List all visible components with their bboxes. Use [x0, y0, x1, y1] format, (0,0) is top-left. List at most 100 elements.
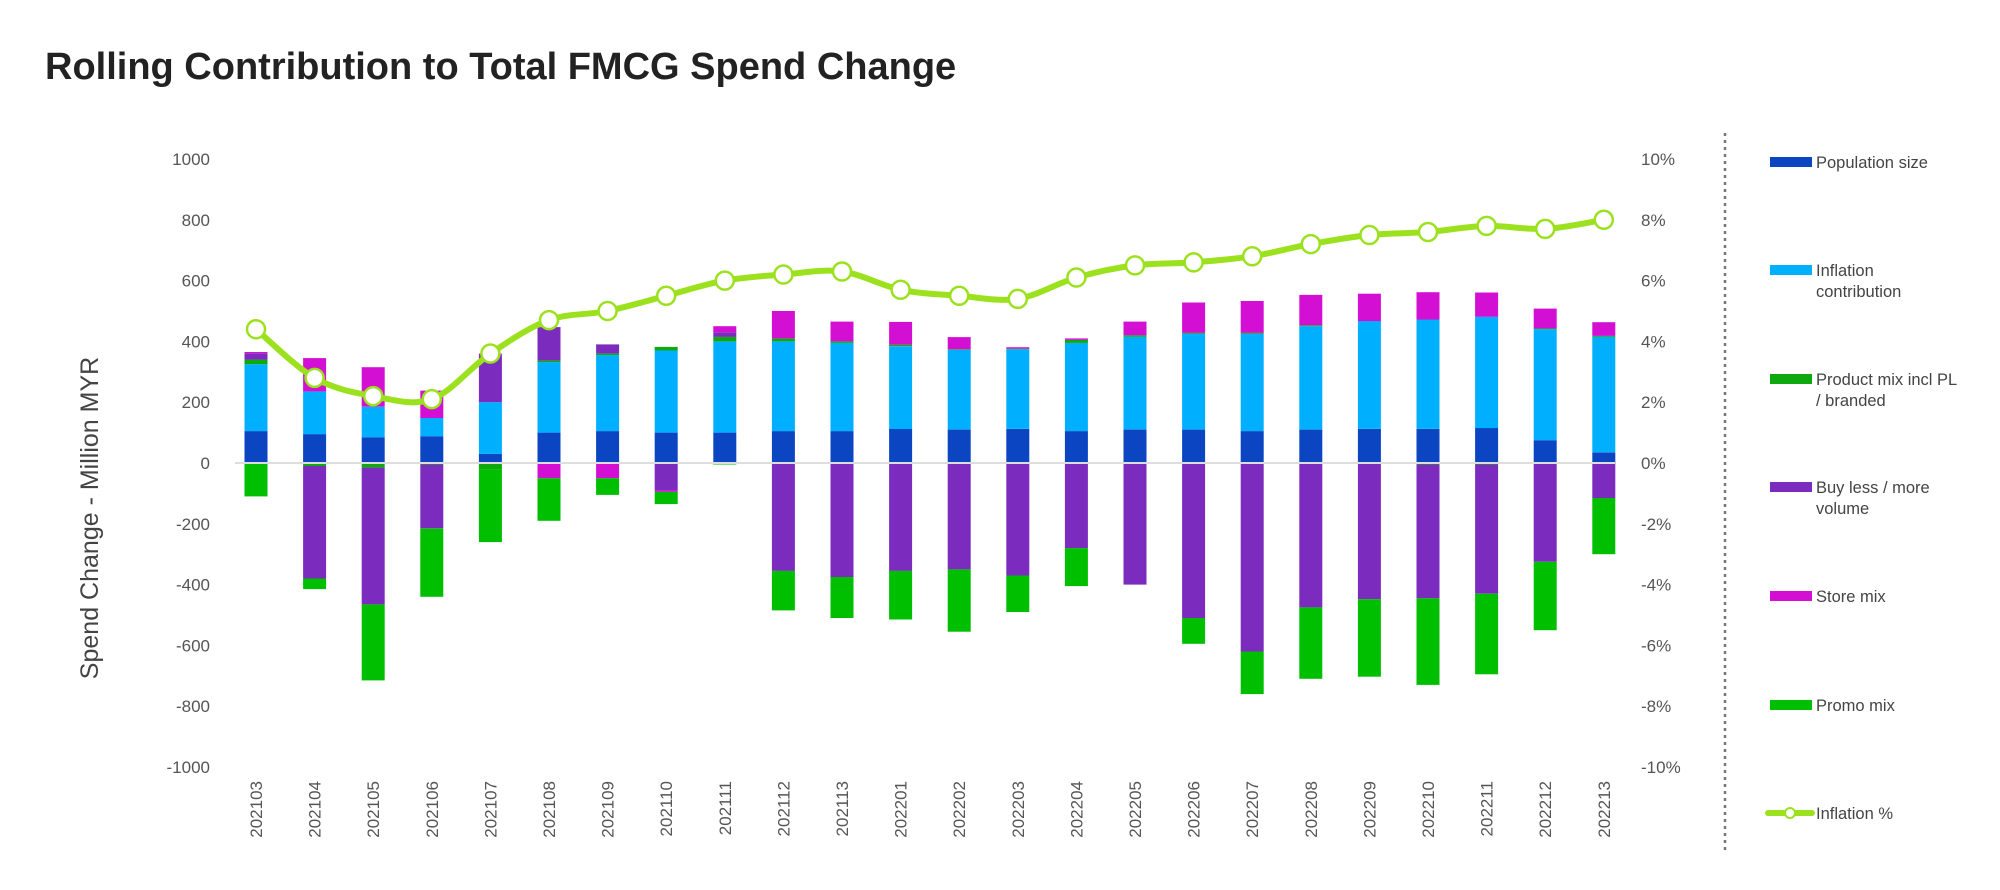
bar-store-mix-202109	[596, 463, 620, 479]
y-tick-label: -200	[176, 515, 210, 534]
bar-store-mix-202206	[1182, 302, 1206, 333]
bar-product-mix-incl-pl-branded-202109	[596, 353, 620, 356]
inflation-point-202113	[831, 261, 853, 282]
bar-buy-less-more-volume-202208	[1299, 463, 1323, 608]
bar-buy-less-more-volume-202104	[303, 466, 327, 579]
legend-swatch	[1770, 265, 1812, 275]
legend-label: Promo mix	[1816, 697, 1896, 715]
y-axis-label: Spend Change - Million MYR	[76, 357, 104, 679]
inflation-point-202104	[304, 367, 325, 389]
inflation-point-202210	[1417, 221, 1439, 243]
bar-population-size-202109	[596, 431, 620, 463]
legend-label: Store mix	[1816, 588, 1886, 606]
bar-promo-mix-202210	[1416, 598, 1440, 685]
bar-inflation-contribution-202103	[244, 364, 268, 432]
y2-tick-label: -4%	[1641, 576, 1671, 595]
bar-product-mix-incl-pl-branded-202103	[244, 359, 268, 365]
y2-tick-label: -6%	[1641, 636, 1671, 655]
bar-product-mix-incl-pl-branded-202208	[1299, 325, 1323, 327]
bar-population-size-202104	[303, 434, 327, 463]
y-tick-label: 200	[182, 393, 210, 412]
x-tick-label: 202111	[716, 781, 735, 835]
bar-population-size-202105	[361, 437, 385, 463]
legend-label: Product mix incl PL / branded	[1816, 371, 1957, 410]
bar-inflation-contribution-202108	[537, 362, 561, 433]
bar-buy-less-more-volume-202113	[830, 463, 854, 577]
bar-buy-less-more-volume-202107	[478, 355, 502, 403]
bar-buy-less-more-volume-202204	[1064, 463, 1088, 549]
bar-inflation-contribution-202207	[1240, 333, 1264, 432]
bar-buy-less-more-volume-202210	[1416, 464, 1440, 599]
x-tick-label: 202204	[1067, 781, 1086, 838]
bar-buy-less-more-volume-202103	[244, 353, 268, 360]
inflation-point-202209	[1359, 224, 1380, 246]
y-tick-label: -600	[176, 636, 210, 655]
inflation-point-202201	[890, 279, 911, 300]
bar-inflation-contribution-202202	[947, 349, 971, 430]
bar-population-size-202110	[654, 432, 678, 463]
bar-inflation-contribution-202104	[303, 391, 327, 435]
legend-swatch	[1770, 700, 1812, 710]
bar-product-mix-incl-pl-branded-202205	[1123, 335, 1147, 337]
inflation-point-202109	[597, 300, 618, 322]
bar-promo-mix-202203	[1006, 575, 1030, 612]
bar-product-mix-incl-pl-branded-202212	[1533, 328, 1557, 330]
inflation-point-202213	[1593, 209, 1615, 231]
bar-population-size-202210	[1416, 429, 1440, 463]
axis-ticks: 1000 800 600 400 200 0 -200 -400 -600 -800 -1000 10…	[167, 150, 1681, 838]
bar-inflation-contribution-202203	[1006, 349, 1030, 429]
x-tick-label: 202209	[1360, 781, 1379, 838]
bar-inflation-contribution-202208	[1299, 326, 1323, 430]
x-tick-label: 202201	[892, 781, 911, 838]
legend-swatch	[1770, 591, 1812, 601]
bar-product-mix-incl-pl-branded-202110	[654, 346, 678, 351]
bar-product-mix-incl-pl-branded-202111	[713, 336, 737, 342]
bar-inflation-contribution-202110	[654, 350, 678, 433]
bar-inflation-contribution-202105	[361, 406, 385, 438]
bar-buy-less-more-volume-202212	[1533, 463, 1557, 562]
y2-tick-label: 4%	[1641, 332, 1666, 351]
bar-buy-less-more-volume-202213	[1592, 463, 1616, 498]
bar-promo-mix-202212	[1533, 561, 1557, 631]
bar-promo-mix-202112	[771, 570, 795, 611]
x-tick-label: 202103	[247, 781, 266, 838]
bar-product-mix-incl-pl-branded-202105	[361, 463, 385, 468]
bar-population-size-202106	[420, 436, 444, 463]
bar-product-mix-incl-pl-branded-202202	[947, 349, 971, 350]
bar-store-mix-202209	[1357, 293, 1381, 322]
y-tick-label: -1000	[167, 758, 210, 777]
bar-product-mix-incl-pl-branded-202203	[1006, 348, 1030, 350]
bar-promo-mix-202213	[1592, 498, 1616, 555]
bar-population-size-202212	[1533, 440, 1557, 463]
bar-inflation-contribution-202106	[420, 418, 444, 437]
bar-promo-mix-202107	[478, 469, 502, 543]
bar-buy-less-more-volume-202201	[889, 463, 913, 571]
y-tick-label: -400	[176, 576, 210, 595]
bar-inflation-contribution-202112	[771, 341, 795, 432]
y2-tick-label: -8%	[1641, 697, 1671, 716]
x-tick-label: 202109	[599, 781, 618, 838]
x-tick-label: 202105	[364, 781, 383, 838]
bar-promo-mix-202207	[1240, 651, 1264, 695]
bar-promo-mix-202208	[1299, 607, 1323, 679]
bar-population-size-202202	[947, 429, 971, 463]
y2-tick-label: -2%	[1641, 515, 1671, 534]
inflation-point-202103	[245, 318, 267, 340]
bar-store-mix-202103	[244, 352, 268, 354]
x-tick-label: 202213	[1595, 781, 1614, 838]
inflation-point-202112	[773, 264, 794, 285]
bar-population-size-202103	[244, 431, 268, 463]
bar-promo-mix-202108	[537, 478, 561, 521]
bar-product-mix-incl-pl-branded-202207	[1240, 332, 1264, 334]
bar-population-size-202206	[1182, 429, 1206, 463]
legend-label: Buy less / more volume	[1816, 479, 1930, 518]
bar-product-mix-incl-pl-branded-202107	[478, 463, 502, 470]
x-tick-label: 202202	[950, 781, 969, 838]
bar-buy-less-more-volume-202206	[1182, 463, 1206, 618]
bar-store-mix-202207	[1240, 301, 1264, 333]
bar-population-size-202209	[1357, 429, 1381, 463]
bar-buy-less-more-volume-202211	[1475, 464, 1499, 594]
bar-product-mix-incl-pl-branded-202204	[1064, 339, 1088, 343]
bar-inflation-contribution-202109	[596, 355, 620, 432]
bar-population-size-202207	[1240, 431, 1264, 463]
